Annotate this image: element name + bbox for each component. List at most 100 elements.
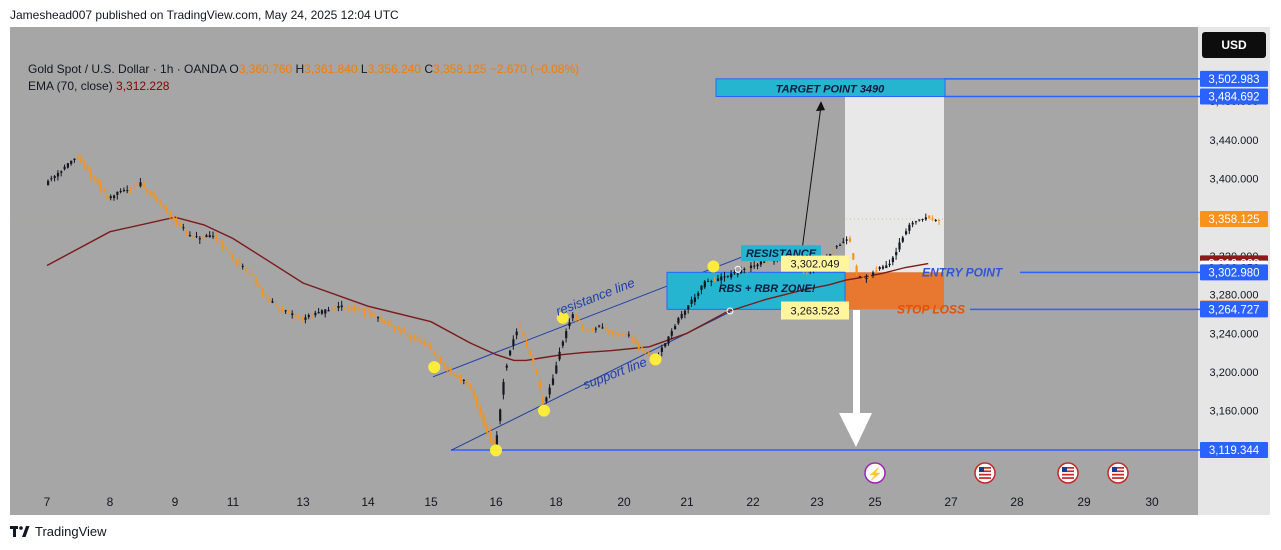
candle-body xyxy=(829,254,832,257)
candle xyxy=(756,263,759,270)
candle xyxy=(690,296,693,308)
flag-stripe xyxy=(1062,467,1074,469)
candle-body xyxy=(337,305,340,308)
candle-body xyxy=(327,310,330,312)
flag-stripe xyxy=(979,467,991,469)
candle xyxy=(878,266,881,271)
candle-body xyxy=(311,314,314,317)
candle xyxy=(472,388,475,400)
candle xyxy=(571,312,574,322)
swing-marker xyxy=(490,444,502,457)
candle xyxy=(697,291,700,300)
price-axis-label: 3,484.692 xyxy=(1208,92,1259,104)
candle xyxy=(192,234,195,239)
candle-body xyxy=(317,312,320,314)
candle-body xyxy=(716,278,720,281)
candle xyxy=(149,190,152,197)
candle xyxy=(730,270,733,280)
footer-brand[interactable]: TradingView xyxy=(10,524,107,539)
candle xyxy=(617,332,621,339)
candle xyxy=(50,175,53,182)
candle-body xyxy=(334,308,337,310)
candle-body xyxy=(641,347,644,351)
candle xyxy=(855,264,858,276)
candle-body xyxy=(179,222,182,227)
candle xyxy=(423,338,426,347)
candle-body xyxy=(568,322,571,327)
candle xyxy=(459,373,462,384)
candle xyxy=(155,196,159,203)
candle xyxy=(631,335,634,344)
candle-body xyxy=(885,265,888,269)
candle xyxy=(185,229,188,237)
candle-body xyxy=(888,263,891,266)
candle xyxy=(901,235,904,243)
candle-body xyxy=(756,264,759,267)
candle-body xyxy=(515,331,518,336)
candle-body xyxy=(175,220,178,223)
flag-stripe xyxy=(1112,467,1124,469)
price-axis-tag xyxy=(1200,210,1268,227)
candle xyxy=(505,363,508,371)
candle xyxy=(753,261,756,269)
swing-marker xyxy=(707,260,720,273)
candle xyxy=(881,264,885,270)
candle xyxy=(908,222,911,235)
us-event-flag-icon xyxy=(974,462,996,484)
candle-body xyxy=(426,343,429,346)
candle xyxy=(294,313,297,322)
candle xyxy=(439,356,442,364)
candle xyxy=(324,309,327,318)
candle-body xyxy=(852,253,855,260)
candle-body xyxy=(403,331,406,333)
candle-body xyxy=(264,294,267,296)
candle xyxy=(390,318,393,327)
price-chart[interactable]: 3,160.0003,200.0003,240.0003,280.0003,32… xyxy=(10,27,1270,515)
x-tick-label: 14 xyxy=(361,495,375,509)
candle xyxy=(443,361,446,371)
candle xyxy=(347,304,350,313)
candle-body xyxy=(363,309,366,314)
target-arrow-head xyxy=(816,101,825,112)
chart-area[interactable]: 3,160.0003,200.0003,240.0003,280.0003,32… xyxy=(10,27,1270,515)
candle xyxy=(518,321,522,329)
candle-body xyxy=(492,438,495,449)
candle-body xyxy=(528,351,531,356)
candle-body xyxy=(281,307,284,312)
candle xyxy=(489,427,492,444)
candle-body xyxy=(241,265,244,267)
candle xyxy=(221,240,225,253)
symbol-label[interactable]: Gold Spot / U.S. Dollar · 1h · OANDA xyxy=(28,62,227,76)
price-axis-tag xyxy=(1200,301,1268,318)
candle-body xyxy=(320,310,324,314)
price-axis-label: 3,264.727 xyxy=(1208,304,1259,316)
y-tick-label: 3,440.000 xyxy=(1210,135,1259,147)
candle-body xyxy=(93,176,96,179)
candle xyxy=(198,236,201,245)
candle-body xyxy=(565,331,568,339)
candle xyxy=(251,273,254,276)
close-label: C xyxy=(424,62,433,76)
candle-body xyxy=(938,219,941,221)
candle-body xyxy=(505,365,508,368)
ema-label[interactable]: EMA (70, close) xyxy=(28,79,113,93)
channel-lower-label: support line xyxy=(581,354,649,392)
candle-body xyxy=(499,409,502,422)
candle xyxy=(205,233,208,238)
currency-button[interactable]: USD xyxy=(1202,32,1266,58)
candle xyxy=(512,335,515,350)
candle xyxy=(862,275,865,281)
candle-body xyxy=(433,351,436,356)
x-tick-label: 28 xyxy=(1010,495,1024,509)
candle-body xyxy=(509,350,512,356)
ema-value: 3,312.228 xyxy=(116,79,170,93)
legend-ohlc-row: Gold Spot / U.S. Dollar · 1h · OANDA O3,… xyxy=(28,61,579,78)
down-arrow xyxy=(839,310,872,447)
candle xyxy=(274,300,277,306)
candle xyxy=(182,223,185,231)
open-value: 3,360.760 xyxy=(238,62,293,76)
candle-body xyxy=(235,260,238,263)
candle-body xyxy=(522,332,525,337)
published-info: Jameshead007 published on TradingView.co… xyxy=(10,8,399,22)
candle xyxy=(911,220,914,228)
